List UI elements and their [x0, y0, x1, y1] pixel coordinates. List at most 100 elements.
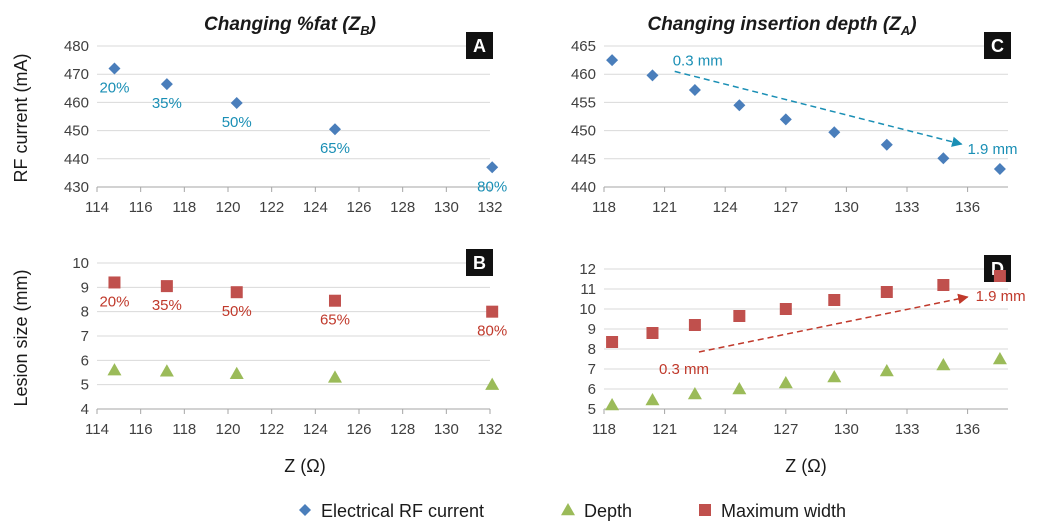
data-point-triangle [159, 364, 174, 377]
x-tick-label: 122 [259, 199, 284, 216]
x-tick-label: 126 [346, 421, 371, 438]
legend-marker-diamond [299, 504, 311, 516]
data-point-triangle [732, 382, 747, 395]
data-point-triangle [879, 364, 894, 377]
y-tick-label: 6 [588, 381, 596, 398]
x-tick-label: 136 [955, 421, 980, 438]
y-tick-label: 7 [81, 328, 89, 345]
panel-letter: C [991, 36, 1004, 56]
data-point-triangle [107, 363, 122, 376]
data-point-square [880, 286, 893, 298]
trend-arrow [698, 293, 969, 353]
x-tick-label: 114 [85, 421, 109, 438]
legend-label: Maximum width [721, 501, 846, 521]
x-tick-label: 120 [215, 199, 240, 216]
data-point-triangle [327, 370, 342, 383]
y-tick-label: 5 [588, 401, 596, 418]
point-label: 65% [320, 140, 350, 157]
data-point-square [937, 279, 950, 291]
x-tick-label: 118 [592, 199, 616, 216]
data-point-triangle [992, 352, 1007, 365]
panel-letter-badge [466, 249, 493, 276]
y-tick-label: 430 [64, 179, 89, 196]
legend-marker-square [699, 504, 711, 516]
legend-marker-triangle [561, 503, 575, 516]
y-tick-label: 10 [579, 301, 596, 318]
data-point-diamond [230, 96, 243, 109]
y-tick-label: 6 [81, 352, 89, 369]
point-label: 50% [222, 303, 252, 320]
data-point-square [646, 327, 659, 339]
arrow-start-label: 0.3 mm [673, 52, 723, 69]
data-point-diamond [160, 78, 173, 91]
data-point-diamond [733, 99, 746, 112]
x-tick-label: 121 [652, 421, 677, 438]
x-tick-label: 130 [434, 421, 459, 438]
data-point-diamond [937, 152, 950, 165]
x-tick-label: 130 [434, 199, 459, 216]
y-tick-label: 465 [571, 38, 596, 55]
data-point-diamond [880, 138, 893, 151]
point-label: 20% [99, 80, 129, 97]
x-tick-label: 122 [259, 421, 284, 438]
point-label: 20% [99, 293, 129, 310]
data-point-triangle [229, 366, 244, 379]
x-axis-title-d: Z (Ω) [785, 456, 826, 476]
point-label: 35% [152, 297, 182, 314]
data-point-diamond [646, 69, 659, 82]
x-tick-label: 121 [652, 199, 677, 216]
panel-letter: A [473, 36, 486, 56]
x-tick-label: 118 [172, 199, 196, 216]
arrow-end-label: 1.9 mm [976, 288, 1026, 305]
data-point-square [108, 276, 121, 289]
x-tick-label: 130 [834, 421, 859, 438]
y-axis-title-b: Lesion size (mm) [11, 269, 31, 406]
x-axis-title-b: Z (Ω) [284, 456, 325, 476]
data-point-square [230, 286, 243, 299]
x-tick-label: 133 [894, 199, 919, 216]
data-point-diamond [828, 126, 841, 139]
data-point-square [993, 270, 1006, 282]
point-label: 80% [477, 178, 507, 195]
y-tick-label: 460 [571, 66, 596, 83]
data-point-square [328, 294, 341, 307]
x-tick-label: 114 [85, 199, 109, 216]
data-point-triangle [687, 387, 702, 400]
x-tick-label: 124 [713, 421, 738, 438]
data-point-diamond [486, 161, 499, 174]
y-tick-label: 480 [64, 38, 89, 55]
x-tick-label: 130 [834, 199, 859, 216]
data-point-triangle [645, 393, 660, 406]
x-tick-label: 124 [303, 199, 328, 216]
y-tick-label: 450 [571, 123, 596, 140]
x-tick-label: 136 [955, 199, 980, 216]
data-point-diamond [108, 62, 121, 75]
point-label: 80% [477, 323, 507, 340]
legend-label: Electrical RF current [321, 501, 484, 521]
data-point-triangle [936, 358, 951, 371]
data-point-triangle [778, 376, 793, 389]
x-tick-label: 132 [477, 421, 502, 438]
y-tick-label: 8 [588, 341, 596, 358]
y-tick-label: 455 [571, 94, 596, 111]
data-point-square [688, 319, 701, 331]
x-tick-label: 118 [592, 421, 616, 438]
panel-letter-badge [984, 32, 1011, 59]
panel-a-title: Changing %fat (ZB) [204, 14, 376, 38]
x-tick-label: 127 [773, 421, 798, 438]
panel-c-rf-current-vs-depth: 440 445 450 455 460 465 118 121 124 127 130 133 136 C… [571, 32, 1018, 216]
data-point-diamond [688, 83, 701, 96]
data-point-triangle [827, 370, 842, 383]
data-point-diamond [328, 123, 341, 136]
y-tick-label: 450 [64, 123, 89, 140]
arrow-end-label: 1.9 mm [968, 141, 1018, 158]
x-tick-label: 126 [346, 199, 371, 216]
legend: Electrical RF current Depth Maximum width [299, 501, 846, 521]
panel-letter: B [473, 253, 486, 273]
y-tick-label: 11 [580, 281, 596, 298]
data-point-triangle [485, 377, 500, 390]
arrow-start-label: 0.3 mm [659, 361, 709, 378]
x-tick-label: 116 [129, 199, 153, 216]
y-tick-label: 5 [81, 377, 89, 394]
